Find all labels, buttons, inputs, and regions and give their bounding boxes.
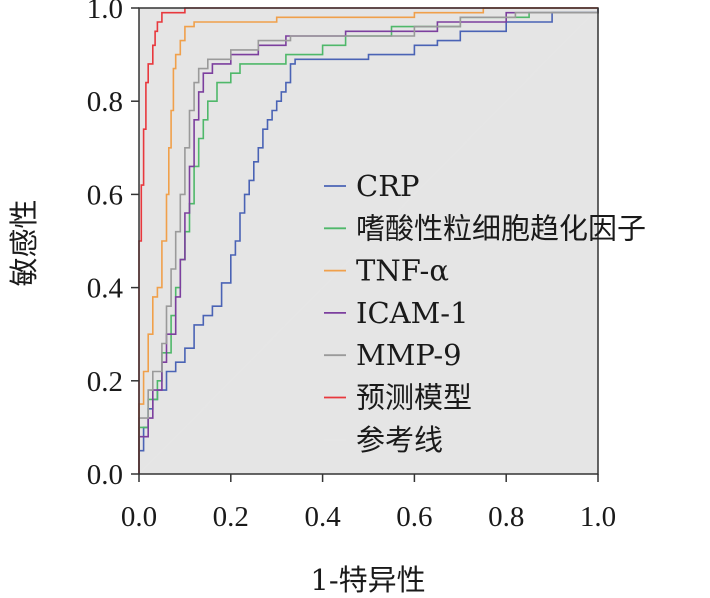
plot-area-frame xyxy=(138,7,599,475)
x-axis-title: 1-特异性 xyxy=(310,563,425,597)
legend-label: ICAM-1 xyxy=(356,296,469,330)
series-line-4 xyxy=(138,8,599,474)
x-tick-label: 0.4 xyxy=(304,501,341,533)
x-tick-label: 0.8 xyxy=(488,501,524,533)
x-tick-label: 1.0 xyxy=(580,501,616,533)
x-tick-label: 0.2 xyxy=(213,501,249,533)
series-line-2 xyxy=(138,7,598,474)
y-axis-title: 敏感性 xyxy=(7,199,41,286)
series-line-5 xyxy=(138,7,598,474)
legend-label: CRP xyxy=(356,169,420,203)
y-tick-label: 0.0 xyxy=(87,459,123,491)
x-tick-label: 0.0 xyxy=(121,501,157,533)
series-line-6 xyxy=(138,7,599,475)
y-tick-label: 0.2 xyxy=(87,366,123,398)
legend-label: 预测模型 xyxy=(356,381,472,415)
series-line-3 xyxy=(138,8,599,474)
y-tick-label: 0.4 xyxy=(87,273,124,305)
series-line-0 xyxy=(138,8,599,474)
legend-label: TNF-α xyxy=(356,254,449,288)
y-tick-label: 0.6 xyxy=(87,179,123,211)
legend-label: 参考线 xyxy=(356,423,443,457)
y-tick-label: 0.8 xyxy=(87,86,123,118)
legend-label: MMP-9 xyxy=(356,338,462,372)
y-tick-label: 1.0 xyxy=(87,0,123,25)
legend-label: 嗜酸性粒细胞趋化因子 xyxy=(356,211,646,245)
x-tick-label: 0.6 xyxy=(396,501,432,533)
